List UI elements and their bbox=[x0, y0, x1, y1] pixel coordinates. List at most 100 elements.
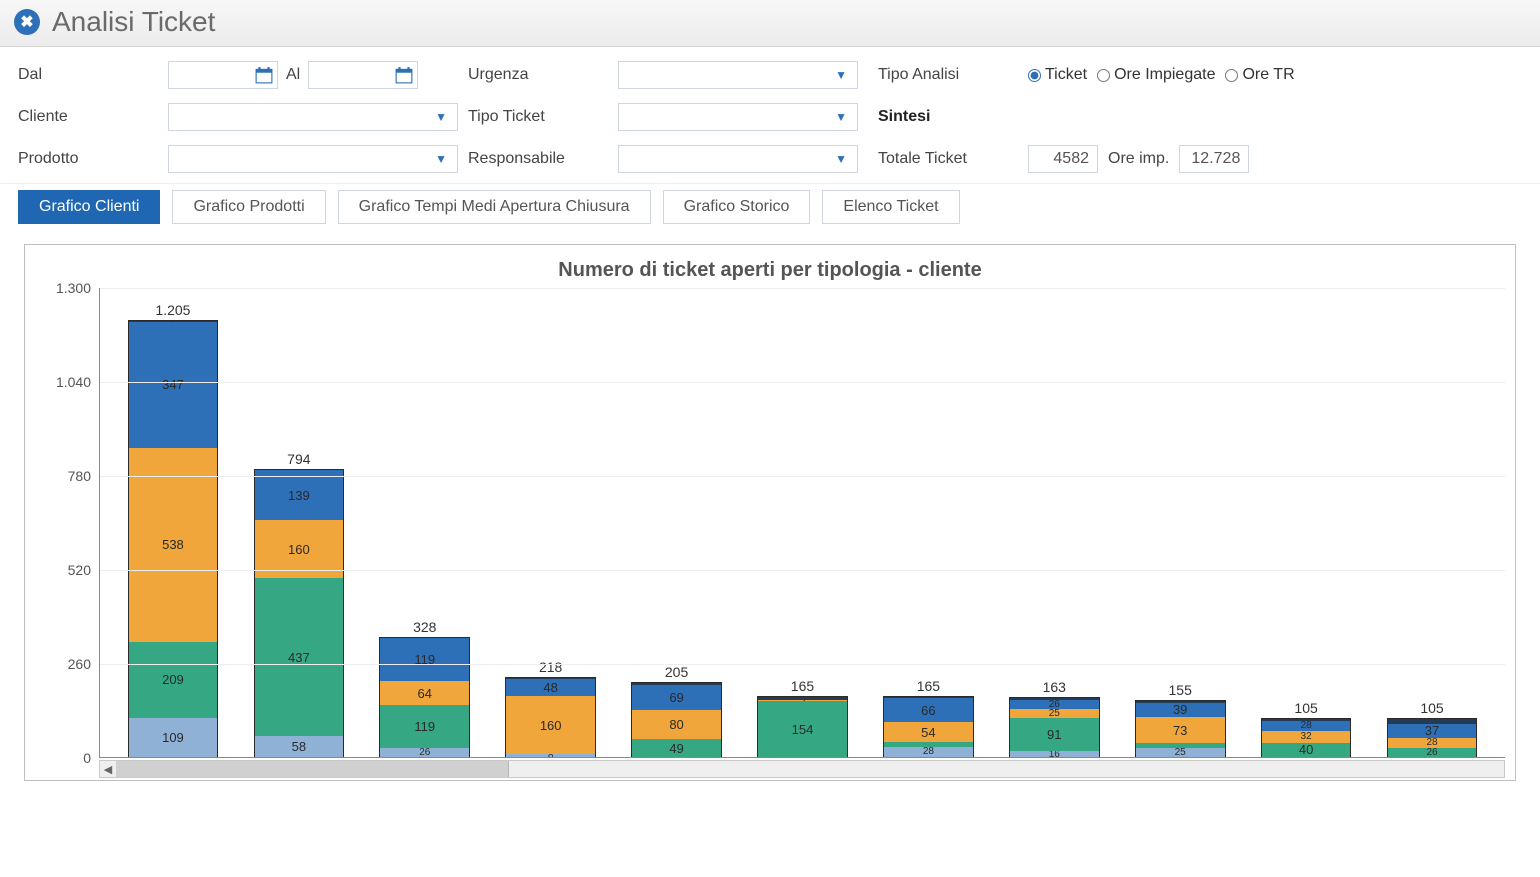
scroll-left-icon[interactable]: ◀ bbox=[100, 763, 116, 776]
bar-segment: 209 bbox=[129, 642, 218, 718]
gridline bbox=[100, 476, 1505, 477]
label-tipo-analisi: Tipo Analisi bbox=[878, 66, 1028, 84]
responsabile-select[interactable]: ▼ bbox=[618, 145, 858, 173]
bar-total-label: 165 bbox=[917, 678, 940, 694]
bar-total-label: 105 bbox=[1420, 700, 1443, 716]
bar-segment: 437 bbox=[255, 578, 344, 736]
bar-total-label: 328 bbox=[413, 619, 436, 635]
bar-segment: 8 bbox=[506, 754, 595, 757]
stacked-bar[interactable]: 262837 bbox=[1387, 718, 1478, 757]
chart-title: Numero di ticket aperti per tipologia - … bbox=[35, 259, 1505, 282]
prodotto-select[interactable]: ▼ bbox=[168, 145, 458, 173]
sintesi-values: 4582 Ore imp. 12.728 bbox=[1028, 145, 1408, 173]
label-al: Al bbox=[286, 66, 300, 84]
chevron-down-icon: ▼ bbox=[435, 152, 451, 166]
close-glyph: ✖ bbox=[20, 12, 33, 32]
bars-row: 1.20510920953834727945843716013932826119… bbox=[100, 288, 1505, 757]
date-to-input[interactable] bbox=[308, 61, 418, 89]
urgenza-select[interactable]: ▼ bbox=[618, 61, 858, 89]
label-prodotto: Prodotto bbox=[18, 150, 168, 168]
bar-segment: 69 bbox=[632, 685, 721, 710]
cliente-select[interactable]: ▼ bbox=[168, 103, 458, 131]
bar-total-label: 163 bbox=[1043, 679, 1066, 695]
radio-ticket[interactable]: Ticket bbox=[1028, 66, 1087, 84]
calendar-icon bbox=[255, 66, 273, 84]
radio-label: Ore Impiegate bbox=[1114, 66, 1215, 84]
tab-grafico-storico[interactable]: Grafico Storico bbox=[663, 190, 811, 224]
close-icon[interactable]: ✖ bbox=[14, 9, 40, 35]
bar-segment: 91 bbox=[1010, 718, 1099, 751]
bar-slot: 1651543 bbox=[740, 288, 866, 757]
bar-segment: 154 bbox=[758, 701, 847, 757]
stacked-bar[interactable]: 2611964119 bbox=[379, 637, 470, 757]
tab-grafico-prodotti[interactable]: Grafico Prodotti bbox=[172, 190, 325, 224]
bar-segment: 58 bbox=[255, 736, 344, 757]
bar-total-label: 218 bbox=[539, 659, 562, 675]
bar-segment: 139 bbox=[255, 470, 344, 520]
bar-slot: 105 403228 bbox=[1243, 288, 1369, 757]
bar-total-label: 794 bbox=[287, 451, 310, 467]
radio-label: Ore TR bbox=[1242, 66, 1294, 84]
bar-total-label: 105 bbox=[1294, 700, 1317, 716]
bar-segment: 28 bbox=[884, 747, 973, 757]
chevron-down-icon: ▼ bbox=[835, 68, 851, 82]
bar-segment: 16 bbox=[1010, 751, 1099, 757]
bar-slot: 218 816048 bbox=[488, 288, 614, 757]
y-tick-label: 520 bbox=[68, 562, 91, 578]
stacked-bar[interactable]: 58437160139 bbox=[254, 469, 345, 757]
label-urgenza: Urgenza bbox=[468, 66, 618, 84]
stacked-bar[interactable]: 25 7339 bbox=[1135, 700, 1226, 757]
tipo-analisi-radios: Ticket Ore Impiegate Ore TR bbox=[1028, 66, 1408, 84]
bar-slot: 155 25 7339 bbox=[1117, 288, 1243, 757]
stacked-bar[interactable]: 285466 bbox=[883, 696, 974, 757]
tab-grafico-clienti[interactable]: Grafico Clienti bbox=[18, 190, 160, 224]
bar-segment: 54 bbox=[884, 722, 973, 742]
tab-elenco-ticket[interactable]: Elenco Ticket bbox=[822, 190, 959, 224]
bar-segment: 160 bbox=[506, 696, 595, 754]
stacked-bar[interactable]: 403228 bbox=[1261, 718, 1352, 757]
bar-segment: 26 bbox=[1388, 748, 1477, 757]
ore-imp-value: 12.728 bbox=[1179, 145, 1249, 173]
bar-slot: 105 262837 bbox=[1369, 288, 1495, 757]
tab-grafico-tempi-medi-apertura-chiusura[interactable]: Grafico Tempi Medi Apertura Chiusura bbox=[338, 190, 651, 224]
window-title: Analisi Ticket bbox=[52, 6, 215, 38]
bar-total-label: 155 bbox=[1169, 682, 1192, 698]
label-cliente: Cliente bbox=[18, 108, 168, 126]
stacked-bar[interactable]: 498069 bbox=[631, 682, 722, 757]
stacked-bar[interactable]: 816048 bbox=[505, 677, 596, 757]
bar-slot: 794 58437160139 bbox=[236, 288, 362, 757]
stacked-bar[interactable]: 16912526 bbox=[1009, 697, 1100, 757]
bar-slot: 163 16912526 bbox=[991, 288, 1117, 757]
tipo-ticket-select[interactable]: ▼ bbox=[618, 103, 858, 131]
bar-segment: 28 bbox=[1388, 738, 1477, 748]
bar-segment: 32 bbox=[1262, 731, 1351, 743]
bar-segment: 109 bbox=[129, 718, 218, 757]
bar-segment: 25 bbox=[1010, 709, 1099, 718]
bar-segment: 37 bbox=[1388, 724, 1477, 737]
chart-plot-area: 1.20510920953834727945843716013932826119… bbox=[99, 288, 1505, 758]
y-tick-label: 1.300 bbox=[56, 280, 91, 296]
radio-ore-tr[interactable]: Ore TR bbox=[1225, 66, 1294, 84]
scroll-thumb[interactable] bbox=[116, 761, 509, 777]
bar-segment: 26 bbox=[1010, 700, 1099, 709]
chevron-down-icon: ▼ bbox=[835, 152, 851, 166]
gridline bbox=[100, 664, 1505, 665]
bar-segment: 48 bbox=[506, 679, 595, 696]
bar-segment: 73 bbox=[1136, 717, 1225, 743]
label-tipo-ticket: Tipo Ticket bbox=[468, 108, 618, 126]
label-ore-imp: Ore imp. bbox=[1108, 150, 1169, 168]
stacked-bar[interactable]: 1543 bbox=[757, 696, 848, 757]
horizontal-scrollbar[interactable]: ◀ bbox=[99, 760, 1505, 778]
chart-body: 02605207801.0401.300 1.20510920953834727… bbox=[35, 288, 1505, 758]
bar-segment: 39 bbox=[1136, 703, 1225, 717]
stacked-bar[interactable]: 1092095383472 bbox=[128, 320, 219, 757]
bar-segment: 40 bbox=[1262, 743, 1351, 757]
bar-segment: 25 bbox=[1136, 748, 1225, 757]
bar-slot: 328 2611964119 bbox=[362, 288, 488, 757]
gridline bbox=[100, 570, 1505, 571]
date-range: Al bbox=[168, 61, 468, 89]
radio-ore-impiegate[interactable]: Ore Impiegate bbox=[1097, 66, 1215, 84]
date-from-input[interactable] bbox=[168, 61, 278, 89]
y-tick-label: 260 bbox=[68, 656, 91, 672]
calendar-icon bbox=[395, 66, 413, 84]
